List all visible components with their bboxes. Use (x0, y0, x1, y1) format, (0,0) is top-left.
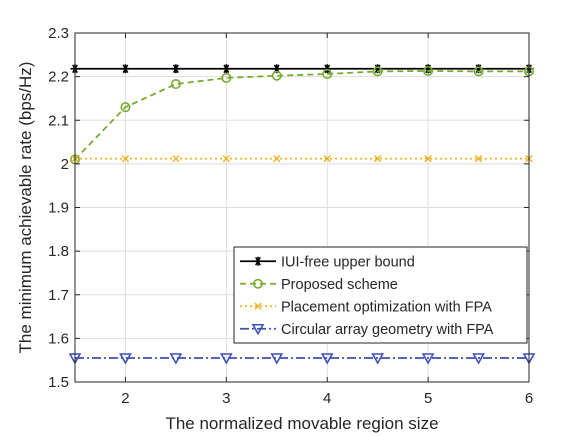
legend-entry: Placement optimization with FPA (240, 299, 492, 315)
data-point (322, 69, 333, 80)
series (70, 65, 534, 165)
x-stroke (172, 154, 180, 163)
data-point (472, 353, 485, 365)
data-point (320, 353, 334, 365)
x-stroke (254, 302, 262, 310)
series (71, 154, 533, 163)
data-point (323, 154, 331, 163)
x-stroke (121, 154, 130, 163)
data-point (372, 66, 383, 77)
data-point (120, 64, 130, 74)
data-point (221, 64, 231, 74)
data-point (171, 64, 181, 74)
x-axis-label: The normalized movable region size (165, 414, 438, 433)
y-axis-label: The minimum achievable rate (bps/Hz) (16, 62, 35, 354)
series-group (68, 64, 536, 365)
legend-entry: Proposed scheme (240, 277, 398, 293)
data-point (270, 353, 284, 365)
legend-label: Placement optimization with FPA (281, 299, 492, 315)
legend: IUI-free upper bound Proposed scheme Place… (233, 246, 528, 344)
x-tick-label: 3 (222, 390, 230, 407)
y-tick-label: 1.6 (48, 330, 69, 347)
legend-label: Proposed scheme (281, 277, 398, 293)
x-tick-label: 4 (323, 390, 331, 407)
data-point (273, 154, 281, 163)
x-stroke (222, 154, 231, 163)
data-point (172, 154, 180, 163)
data-point (253, 278, 264, 289)
data-point (423, 65, 434, 76)
data-point (170, 79, 181, 90)
x-stroke (474, 154, 483, 163)
data-point (253, 256, 263, 266)
y-tick-label: 2 (61, 156, 69, 173)
ticks: 2 3 4 5 6 1.5 1.6 1.7 1.8 1.9 2 2.1 2.2 2.3 (48, 25, 533, 407)
x-stroke (424, 154, 432, 163)
legend-label: IUI-free upper bound (281, 254, 415, 270)
data-point (424, 154, 432, 163)
x-tick-label: 5 (424, 390, 432, 407)
data-point (121, 154, 130, 163)
data-point (219, 353, 233, 365)
y-tick-label: 1.8 (48, 243, 69, 260)
data-point (221, 72, 232, 83)
data-point (251, 323, 265, 336)
x-tick-label: 6 (525, 390, 533, 407)
x-tick-label: 2 (121, 390, 129, 407)
legend-label: Circular array geometry with FPA (281, 322, 494, 338)
legend-entry: Circular array geometry with FPA (240, 322, 494, 338)
data-point (322, 64, 332, 74)
data-point (120, 102, 131, 113)
data-point (222, 154, 231, 163)
data-point (169, 353, 183, 365)
x-stroke (273, 154, 281, 163)
data-point (119, 353, 132, 365)
data-point (373, 154, 382, 163)
data-point (421, 353, 435, 365)
data-point (254, 302, 262, 310)
x-stroke (323, 154, 331, 163)
data-point (271, 70, 282, 81)
y-tick-label: 2.2 (48, 69, 69, 86)
y-tick-label: 1.5 (48, 374, 69, 391)
y-tick-label: 2.3 (48, 25, 69, 42)
y-tick-label: 1.7 (48, 287, 69, 304)
y-tick-label: 1.9 (48, 200, 69, 217)
series-line (74, 70, 529, 161)
data-point (371, 353, 385, 365)
data-point (474, 154, 483, 163)
data-point (473, 66, 484, 77)
y-tick-label: 2.1 (48, 112, 69, 129)
legend-entry: IUI-free upper bound (240, 254, 415, 270)
x-stroke (373, 154, 382, 163)
legend-box (233, 246, 528, 344)
